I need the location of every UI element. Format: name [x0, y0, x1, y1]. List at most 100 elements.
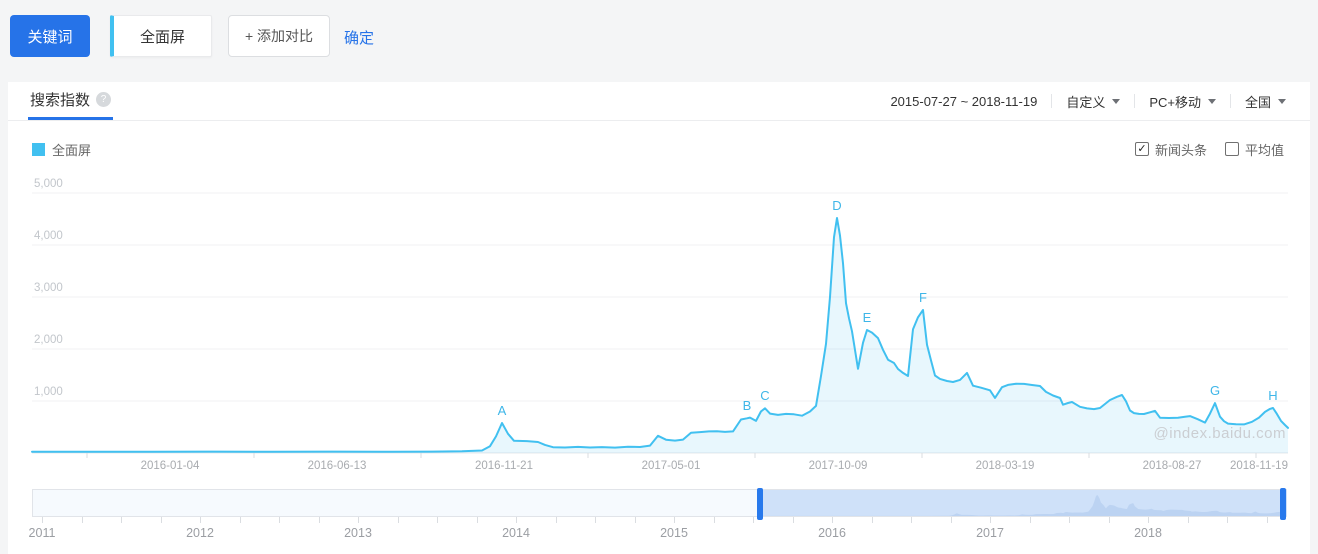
slider-year-label: 2015 [660, 526, 688, 540]
y-axis-label: 1,000 [34, 386, 63, 398]
mini-series-silhouette [760, 494, 1287, 516]
slider-tick [42, 517, 43, 523]
slider-tick [437, 517, 438, 523]
dropdown-region[interactable]: 全国 [1245, 92, 1286, 111]
y-axis-label: 5,000 [34, 178, 63, 190]
timeline-selected-range[interactable] [760, 490, 1287, 516]
slider-year-label: 2016 [818, 526, 846, 540]
slider-tick [555, 517, 557, 523]
legend-swatch-icon[interactable] [32, 142, 45, 156]
legend-label[interactable]: 全面屏 [52, 142, 92, 158]
x-axis-label: 2016-11-21 [475, 460, 533, 472]
marker-label-E: E [862, 310, 872, 326]
slider-tick [792, 517, 794, 523]
slider-tick [1108, 517, 1110, 523]
keyword-tab-label: 全面屏 [139, 28, 185, 46]
slider-tick [1266, 517, 1268, 523]
date-range[interactable]: 2015-07-27 ~ 2018-11-19 [890, 93, 1038, 109]
slider-tick [200, 517, 201, 523]
slider-tick [950, 517, 952, 523]
main-chart-svg [31, 192, 1289, 458]
slider-tick [595, 517, 596, 523]
slider-year-label: 2013 [344, 526, 372, 540]
slider-handle-right[interactable] [1280, 488, 1286, 520]
slider-tick [674, 517, 675, 523]
x-axis-label: 2016-01-04 [140, 460, 200, 472]
tab-search-index-label: 搜索指数 [30, 92, 91, 109]
dropdown-platform-label: PC+移动 [1149, 94, 1201, 110]
slider-tick [81, 517, 83, 523]
divider [1134, 94, 1136, 108]
help-question-icon[interactable]: ? [96, 92, 112, 107]
checkbox-label: 新闻头条 [1154, 142, 1207, 158]
dropdown-region-label: 全国 [1244, 94, 1271, 110]
slider-tick [871, 517, 873, 523]
slider-tick [1227, 517, 1228, 523]
watermark: @index.baidu.com [1153, 425, 1286, 442]
legend-row: 全面屏 ✓ 新闻头条 平均值 [32, 139, 1284, 159]
marker-label-D: D [832, 197, 842, 213]
search-index-panel: 搜索指数 ? 2015-07-27 ~ 2018-11-19 自定义 PC+移动… [8, 82, 1310, 554]
slider-tick [397, 517, 399, 523]
marker-label-H: H [1268, 388, 1278, 404]
marker-label-B: B [742, 397, 752, 413]
slider-year-label: 2011 [28, 526, 56, 540]
slider-tick [713, 517, 715, 523]
slider-tick [911, 517, 912, 523]
slider-year-label: 2012 [186, 526, 214, 540]
checkbox-icon[interactable] [1224, 142, 1239, 156]
slider-tick [1148, 517, 1149, 523]
slider-tick [634, 517, 636, 523]
keyword-button[interactable]: 关键词 [10, 15, 90, 57]
y-axis-label: 3,000 [34, 282, 63, 294]
slider-tick [239, 517, 241, 523]
slider-tick [318, 517, 320, 523]
series-line [31, 217, 1289, 453]
slider-tick [358, 517, 359, 523]
series-area [32, 218, 1288, 453]
checkbox-label: 平均值 [1244, 142, 1284, 158]
keyword-tab[interactable]: 全面屏 [110, 15, 212, 57]
slider-tick [121, 517, 122, 523]
confirm-link[interactable]: 确定 [344, 30, 375, 47]
y-axis-label: 4,000 [34, 230, 63, 242]
marker-label-F: F [919, 290, 927, 305]
divider [1229, 94, 1231, 108]
x-axis-label: 2018-11-19 [1230, 460, 1288, 472]
chart-controls: 2015-07-27 ~ 2018-11-19 自定义 PC+移动 全国 [890, 82, 1286, 120]
slider-handle-left[interactable] [757, 488, 763, 520]
timeline-slider-track[interactable]: 2011 2012 2013 2014 2015 2016 2017 2018 [29, 488, 1287, 540]
tab-search-index[interactable]: 搜索指数 ? [28, 82, 114, 120]
marker-label-C: C [760, 388, 770, 404]
x-axis-label: 2017-05-01 [641, 460, 701, 472]
x-axis-label: 2016-06-13 [307, 460, 367, 472]
panel-header: 搜索指数 ? 2015-07-27 ~ 2018-11-19 自定义 PC+移动… [8, 82, 1310, 121]
slider-tick [160, 517, 162, 523]
slider-tick [832, 517, 833, 523]
dropdown-date-mode-label: 自定义 [1066, 94, 1106, 110]
slider-tick [990, 517, 991, 523]
dropdown-date-mode[interactable]: 自定义 [1066, 92, 1121, 111]
slider-year-label: 2014 [502, 526, 530, 540]
checkbox-icon[interactable]: ✓ [1134, 142, 1149, 156]
dropdown-platform[interactable]: PC+移动 [1149, 92, 1216, 111]
x-axis-label: 2018-03-19 [975, 460, 1035, 472]
top-toolbar: 关键词 全面屏 + 添加对比 确定 [0, 0, 1318, 75]
slider-tick [1029, 517, 1031, 523]
marker-label-A: A [497, 402, 507, 418]
slider-year-label: 2017 [976, 526, 1004, 540]
checkbox-average[interactable]: 平均值 [1224, 140, 1284, 159]
divider [1051, 94, 1053, 108]
add-compare-button[interactable]: + 添加对比 [228, 15, 330, 57]
x-axis-label: 2018-08-27 [1142, 460, 1202, 472]
y-axis-label: 2,000 [34, 334, 63, 346]
slider-year-label: 2018 [1134, 526, 1162, 540]
slider-tick [516, 517, 517, 523]
slider-tick [1187, 517, 1189, 523]
slider-tick [476, 517, 478, 523]
checkbox-news-headlines[interactable]: ✓ 新闻头条 [1134, 140, 1207, 159]
chevron-down-icon [1278, 99, 1286, 104]
chevron-down-icon [1207, 99, 1216, 104]
trend-chart[interactable]: @index.baidu.com 1,000 2,000 3,000 4,000 5,0… [31, 178, 1289, 472]
slider-tick [1069, 517, 1070, 523]
